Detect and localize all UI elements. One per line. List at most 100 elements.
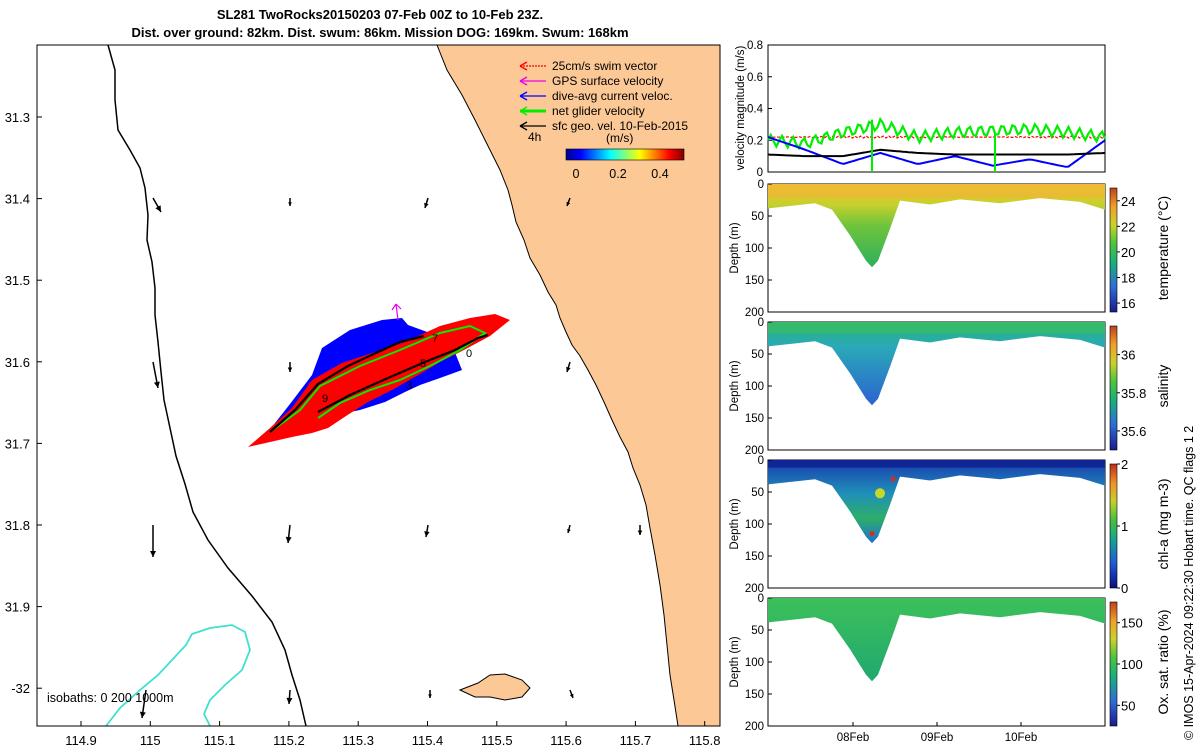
legend-entry: net glider velocity xyxy=(519,104,645,118)
map-x-tick-label: 115.2 xyxy=(273,733,305,748)
geo-velocity-arrow xyxy=(150,525,156,557)
legend-entry: GPS surface velocity xyxy=(519,74,663,88)
map-axes-frame xyxy=(36,44,721,727)
section-y-tick-label: 0 xyxy=(758,593,764,605)
net-glider-velocity-trace xyxy=(269,324,488,433)
time-tick-label: 09Feb xyxy=(921,732,954,744)
depth-section-panel: 0 50 100 150 200 Depth (m) 16 18 20 22 24 temperatu… xyxy=(729,179,1171,319)
map-y-tick-label: 31.5 xyxy=(5,273,30,288)
geo-velocity-arrow xyxy=(424,524,430,538)
section-y-axis-label: Depth (m) xyxy=(729,360,741,411)
map-x-tick-label: 115 xyxy=(140,733,161,748)
chl-maximum-patch xyxy=(875,488,885,499)
velocity-series xyxy=(767,116,1107,172)
geo-velocity-arrow xyxy=(285,524,292,544)
section-y-tick-label: 100 xyxy=(745,519,764,531)
colorbar-tick-label: 150 xyxy=(1121,616,1143,631)
map-y-tick-label: -32 xyxy=(11,681,30,696)
geo-velocity-arrow xyxy=(566,197,571,207)
legend-entry: dive-avg current veloc. xyxy=(519,89,673,103)
section-data-fill xyxy=(768,184,1105,268)
section-y-tick-label: 0 xyxy=(758,179,764,191)
isobath-200m xyxy=(105,624,251,727)
colorbar-tick-label: 35.6 xyxy=(1121,424,1146,439)
map-panel: 114.9 115 115.1 115.2 115.3 115.4 115.5 115.6 11… xyxy=(5,44,721,748)
day-marker-label: 9 xyxy=(322,393,328,405)
section-colorbar xyxy=(1109,325,1118,451)
speed-colorbar-ticks: 0 0.2 0.4 xyxy=(573,167,669,181)
gps-surface-velocity-arrow xyxy=(391,303,402,321)
geo-velocity-arrow xyxy=(152,361,160,389)
section-y-tick-label: 50 xyxy=(751,349,764,361)
time-axis-tick-labels: 08Feb 09Feb 10Feb xyxy=(837,722,1037,744)
day-marker-label: 5 xyxy=(420,358,426,370)
map-x-tick-labels: 114.9 115 115.1 115.2 115.3 115.4 115.5 115.6 11… xyxy=(65,721,720,748)
isobath-legend-label: isobaths: 0 200 1000m xyxy=(47,691,173,705)
map-x-tick-label: 115.4 xyxy=(412,733,444,748)
saline-surface-layer xyxy=(768,322,1105,334)
imos-timestamp-label: © IMOS 15-Apr-2024 09:22:30 Hobart time.… xyxy=(1182,425,1196,740)
colorbar-tick-label: 16 xyxy=(1121,296,1135,311)
colorbar-tick-label: 2 xyxy=(1121,457,1128,472)
section-y-tick-label: 50 xyxy=(751,487,764,499)
geo-velocity-arrow xyxy=(287,362,293,372)
velocity-series-line xyxy=(767,116,1107,151)
geo-velocity-arrow xyxy=(286,689,293,705)
day-marker-label: 0 xyxy=(466,348,472,360)
surface-geostrophic-velocity-arrows xyxy=(139,197,643,719)
colorbar-tick-label: 35.8 xyxy=(1121,386,1146,401)
depth-section-panel: 0 50 100 150 200 Depth (m) 35.6 35.8 36 salinity xyxy=(729,317,1171,457)
geo-velocity-arrow xyxy=(288,198,292,206)
legend-label: 25cm/s swim vector xyxy=(552,59,657,73)
depth-section-panel: 0 50 100 150 200 Depth (m) 50 100 150 Ox. sat. ra… xyxy=(729,593,1171,733)
colorbar-tick-label: 18 xyxy=(1121,270,1135,285)
geo-velocity-arrow xyxy=(569,689,574,699)
day-marker-label: 3 xyxy=(406,380,412,392)
section-data-fill xyxy=(768,322,1105,406)
legend-arrowhead xyxy=(519,106,528,116)
chl-hotspot xyxy=(890,476,896,482)
colorbar-tick-label: 0 xyxy=(1121,581,1128,596)
section-y-tick-label: 200 xyxy=(745,583,764,595)
section-data-fill xyxy=(768,598,1105,682)
section-y-tick-label: 50 xyxy=(751,211,764,223)
section-y-tick-label: 150 xyxy=(745,413,764,425)
map-y-tick-label: 31.8 xyxy=(5,518,30,533)
geo-velocity-arrow xyxy=(424,197,429,209)
map-x-tick-label: 115.1 xyxy=(204,733,236,748)
colorbar-label: temperature (°C) xyxy=(1155,196,1171,300)
legend-entry: 25cm/s swim vector xyxy=(519,59,657,73)
colorbar-label: Ox. sat. ratio (%) xyxy=(1155,609,1171,714)
island-polygon xyxy=(458,673,531,701)
chl-hotspot xyxy=(869,531,875,537)
section-y-tick-label: 0 xyxy=(758,317,764,329)
section-colorbar xyxy=(1109,601,1118,727)
colorbar-unit-label: (m/s) xyxy=(606,131,633,145)
section-y-tick-label: 0 xyxy=(758,455,764,467)
depth-section-panel: 0 50 100 150 200 Depth (m) 0 1 2 chl-a (mg m-3) xyxy=(729,455,1171,596)
legend-label: GPS surface velocity xyxy=(552,74,663,88)
low-chl-surface-layer xyxy=(768,460,1105,468)
colorbar-tick-label: 22 xyxy=(1121,219,1135,234)
section-y-tick-label: 50 xyxy=(751,625,764,637)
section-y-axis-label: Depth (m) xyxy=(729,636,741,687)
land-polygon xyxy=(436,44,721,727)
section-y-tick-label: 150 xyxy=(745,551,764,563)
colorbar-tick-label: 24 xyxy=(1121,194,1135,209)
speed-colorbar-tick-label: 0 xyxy=(573,167,580,181)
velocity-panel: 0 0.2 0.4 0.6 0.8 velocity magnitude (m/s) xyxy=(735,40,1107,179)
speed-colorbar-tick-label: 0.4 xyxy=(651,167,668,181)
colorbar-tick-label: 20 xyxy=(1121,245,1135,260)
legend-label: net glider velocity xyxy=(552,104,645,118)
colorbar-label: salinity xyxy=(1155,365,1171,408)
legend-arrowhead xyxy=(519,91,528,101)
plot-title-line2: Dist. over ground: 82km. Dist. swum: 86k… xyxy=(131,25,629,40)
legend-arrowhead xyxy=(519,76,528,86)
geo-velocity-arrow xyxy=(567,524,571,534)
velocity-y-tick-label: 0.8 xyxy=(747,40,763,52)
isobath-1000m xyxy=(107,44,307,727)
section-y-tick-label: 200 xyxy=(745,445,764,457)
